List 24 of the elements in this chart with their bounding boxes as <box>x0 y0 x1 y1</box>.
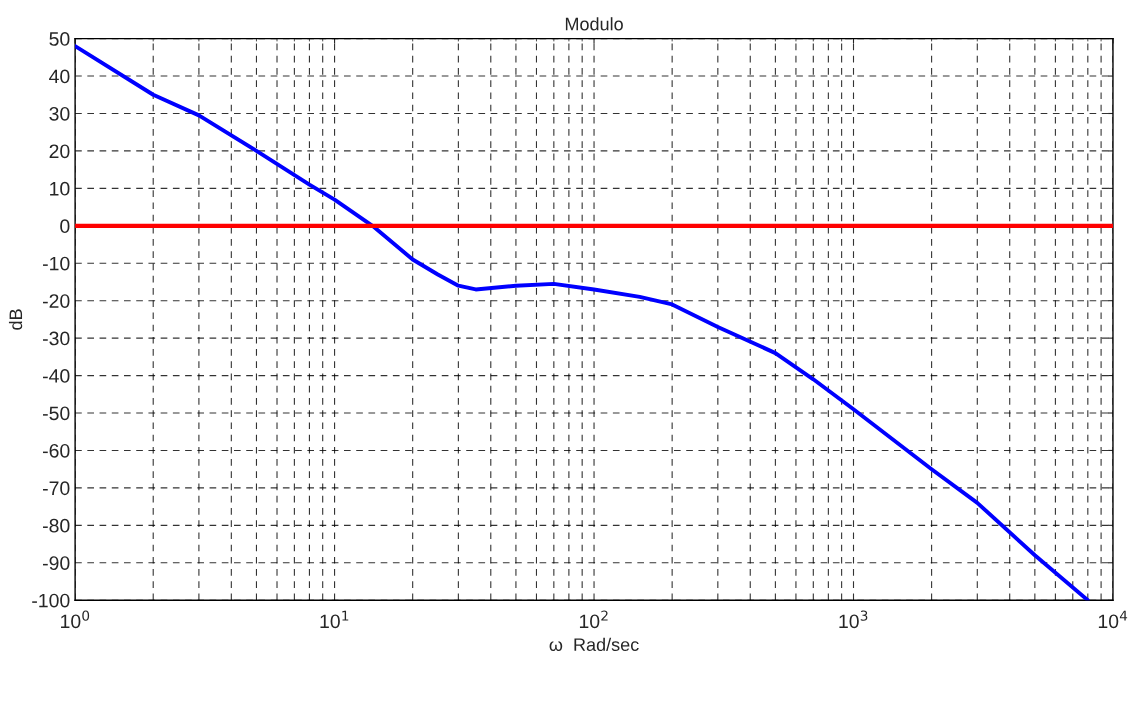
x-axis-title: ω Rad/sec <box>549 637 639 652</box>
x-tick-label: 10$^{3}$ <box>839 610 868 629</box>
y-tick-label: -90 <box>43 556 70 571</box>
x-tick-label: 10$^{1}$ <box>320 610 349 629</box>
y-tick-label: 50 <box>49 32 70 46</box>
x-tick-label: 10$^{4}$ <box>1098 610 1128 629</box>
chart-title: Modulo <box>565 17 623 31</box>
y-tick-label: -100 <box>32 593 70 608</box>
y-tick-label: -50 <box>43 406 70 421</box>
y-tick-label: 20 <box>49 144 70 159</box>
y-tick-label: -60 <box>43 443 70 458</box>
y-tick-label: -70 <box>43 481 70 496</box>
y-tick-label: -80 <box>43 518 70 533</box>
y-tick-label: -20 <box>43 294 70 308</box>
y-tick-label: 30 <box>49 106 70 121</box>
x-tick-label: 10$^{0}$ <box>61 610 90 629</box>
y-tick-label: -40 <box>43 369 70 383</box>
y-tick-label: -30 <box>43 331 70 346</box>
y-axis-title: dB <box>8 309 23 330</box>
y-tick-label: 0 <box>60 219 70 234</box>
x-tick-label: 10$^{2}$ <box>579 610 608 629</box>
y-tick-label: 10 <box>50 181 70 196</box>
y-tick-label: -10 <box>43 256 70 271</box>
y-tick-label: 40 <box>49 69 70 84</box>
